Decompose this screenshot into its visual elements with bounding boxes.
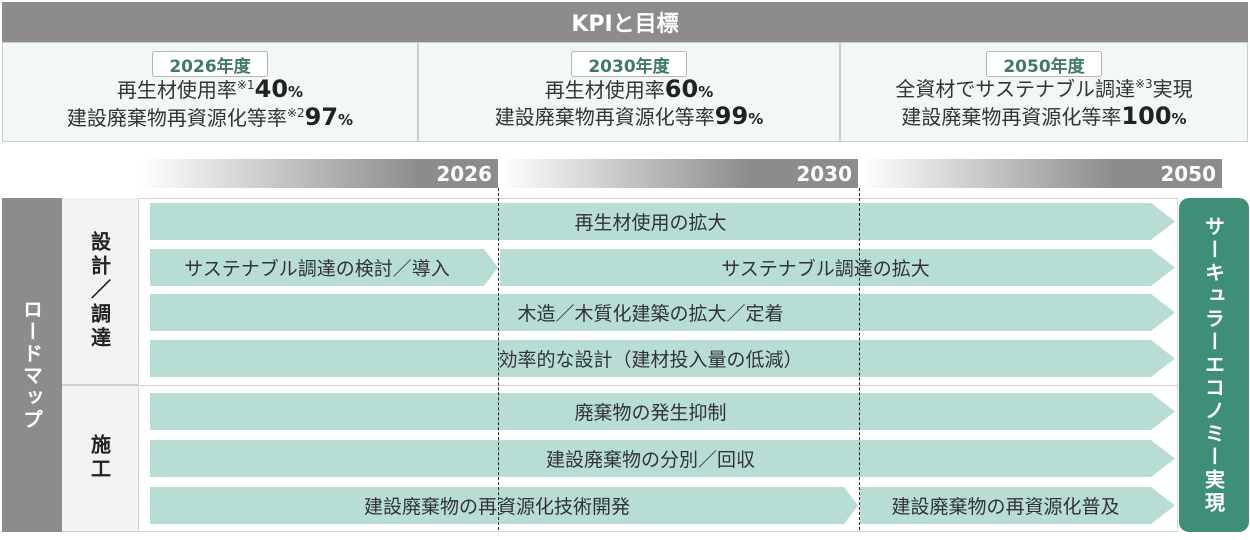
kpi-unit: % [288,83,304,101]
category-design-procurement: 設計／調達 [62,198,138,385]
kpi-unit: % [338,111,354,129]
bar-waste-reduction: 廃棄物の発生抑制 [150,393,1175,430]
kpi-value: 97 [304,103,339,131]
kpi-label: 建設廃棄物再資源化等率 [494,105,715,129]
bar-recycling-technology-development: 建設廃棄物の再資源化技術開発 [150,487,858,524]
kpi-unit: % [1171,110,1187,128]
kpi-value: 99 [714,102,749,130]
category-construction: 施工 [62,385,138,532]
kpi-suffix: 実現 [1152,77,1193,101]
roadmap-label: ロードマップ [2,198,62,532]
kpi-panel-2050: 2050年度 全資材でサステナブル調達 ※3 実現 建設廃棄物再資源化等率 100% [840,42,1248,142]
kpi-unit: % [698,83,714,101]
kpi-value: 40 [254,75,289,103]
kpi-line: 建設廃棄物再資源化等率 ※2 97% [67,105,353,133]
kpi-label: 全資材でサステナブル調達 [895,77,1135,101]
timeline-segment-2026: 2026 [140,159,498,188]
bar-waste-sorting-collection: 建設廃棄物の分別／回収 [150,440,1175,477]
kpi-note: ※1 [236,78,255,92]
kpi-title: KPIと目標 [2,2,1248,42]
bar-efficient-design: 効率的な設計（建材投入量の低減） [150,340,1175,377]
kpi-label: 建設廃棄物再資源化等率 [66,106,287,130]
category-divider [62,385,1178,386]
timeline-year: 2026 [436,161,492,186]
kpi-line: 再生材使用率 60% [545,77,713,104]
kpi-line: 建設廃棄物再資源化等率 100% [901,104,1186,131]
bar-wooden-building-expansion: 木造／木質化建築の拡大／定着 [150,294,1175,331]
kpi-label: 再生材使用率 [116,78,237,102]
bar-sustainable-procurement-study: サステナブル調達の検討／導入 [150,249,498,286]
year-badge-2030: 2030年度 [571,51,687,77]
kpi-note: ※3 [1134,77,1153,91]
timeline-tick-2026 [498,188,499,530]
timeline-segment-2050: 2050 [862,159,1222,188]
kpi-panel-2026: 2026年度 再生材使用率 ※1 40% 建設廃棄物再資源化等率 ※2 97% [2,42,418,142]
year-badge-2050: 2050年度 [986,51,1102,77]
goal-circular-economy: サーキュラーエコノミー実現 [1179,198,1249,532]
kpi-panel-2030: 2030年度 再生材使用率 60% 建設廃棄物再資源化等率 99% [418,42,840,142]
kpi-line: 全資材でサステナブル調達 ※3 実現 [895,77,1192,104]
kpi-value: 60 [664,75,699,103]
timeline-tick-2030 [859,188,860,530]
kpi-line: 建設廃棄物再資源化等率 99% [495,104,763,131]
kpi-line: 再生材使用率 ※1 40% [117,77,303,105]
bar-recycling-adoption: 建設廃棄物の再資源化普及 [860,487,1175,524]
timeline-year: 2050 [1160,161,1216,186]
kpi-label: 再生材使用率 [544,78,665,102]
year-badge-2026: 2026年度 [152,51,268,77]
timeline-year: 2030 [796,161,852,186]
kpi-unit: % [748,110,764,128]
kpi-value: 100 [1121,102,1172,130]
kpi-note: ※2 [286,106,305,120]
timeline-segment-2030: 2030 [500,159,858,188]
bar-sustainable-procurement-expansion: サステナブル調達の拡大 [500,249,1175,286]
bar-recycled-material-expansion: 再生材使用の拡大 [150,203,1175,240]
kpi-label: 建設廃棄物再資源化等率 [901,105,1122,129]
